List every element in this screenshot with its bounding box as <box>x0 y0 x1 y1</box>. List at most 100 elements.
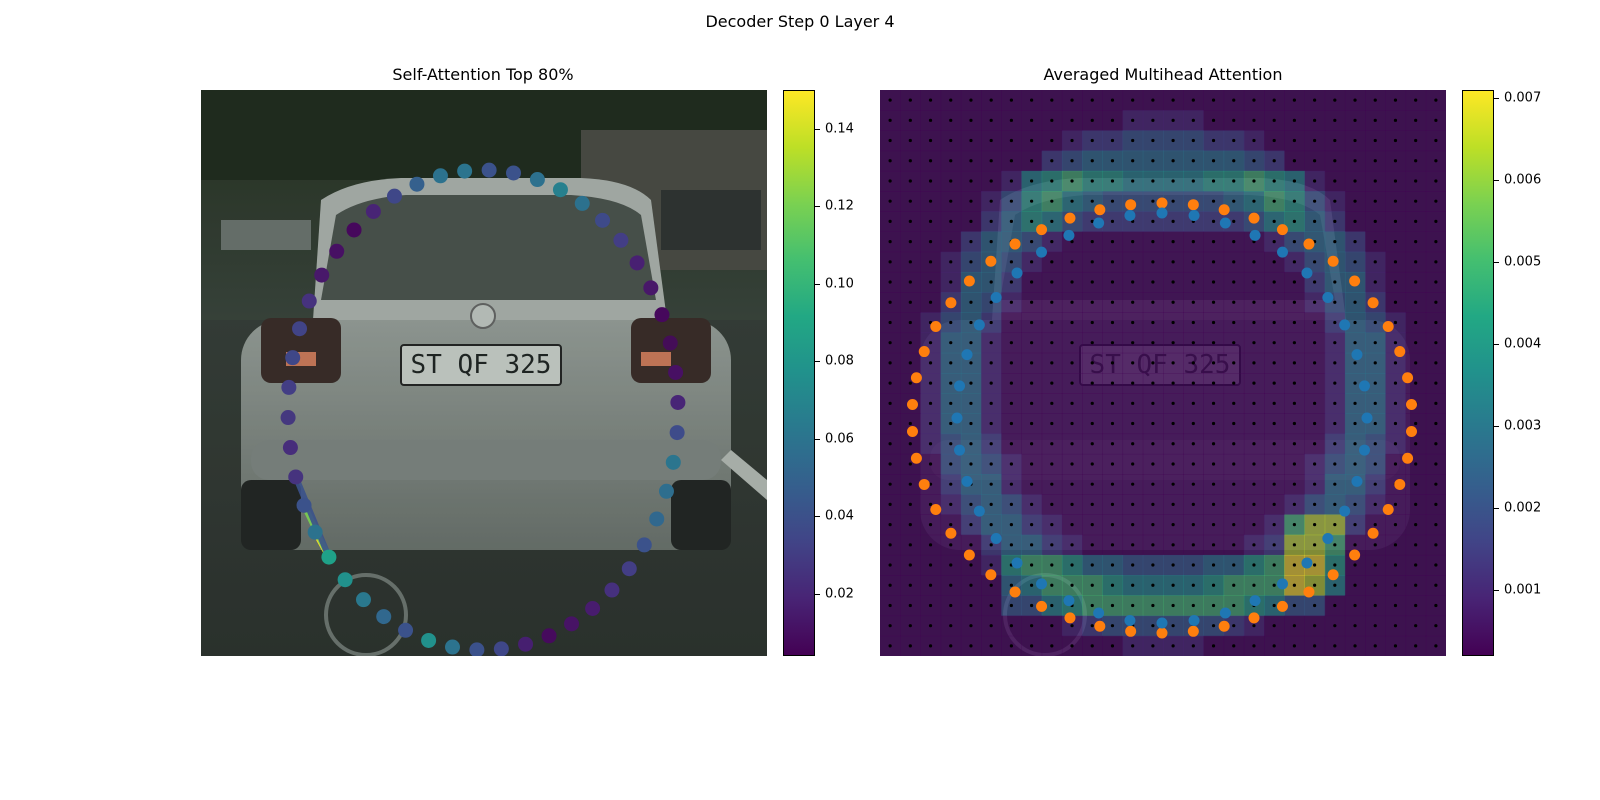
query-point <box>1351 475 1363 487</box>
reference-point <box>985 569 997 581</box>
right-colorbar-tick <box>1494 262 1499 264</box>
query-point <box>1361 412 1373 424</box>
right-colorbar-tick-label: 0.006 <box>1504 172 1542 188</box>
reference-point <box>1125 625 1137 637</box>
reference-point <box>1382 320 1394 332</box>
query-point <box>1219 217 1231 229</box>
svg-text:ST QF 325: ST QF 325 <box>411 350 552 380</box>
attention-point <box>654 307 670 323</box>
reference-point <box>1349 275 1361 287</box>
query-point <box>1124 614 1136 626</box>
left-colorbar-tick <box>815 128 820 130</box>
right-colorbar-tick <box>1494 180 1499 182</box>
right-colorbar-tick-label: 0.007 <box>1504 90 1542 106</box>
query-point <box>1219 607 1231 619</box>
reference-point <box>1394 478 1406 490</box>
reference-point <box>1402 452 1414 464</box>
left-colorbar-tick-label: 0.02 <box>825 586 854 602</box>
query-point <box>1036 578 1048 590</box>
reference-point <box>1327 255 1339 267</box>
query-point <box>1156 207 1168 219</box>
attention-point <box>541 628 557 644</box>
left-colorbar: 0.02 0.04 0.06 0.08 0.10 0.12 0.14 <box>783 90 854 656</box>
left-colorbar-tick <box>815 593 820 595</box>
attention-point <box>337 572 353 588</box>
attention-point <box>585 600 601 616</box>
attention-point <box>376 609 392 625</box>
right-colorbar-tick <box>1494 98 1499 100</box>
query-point <box>1301 267 1313 279</box>
reference-point <box>1394 346 1406 358</box>
attention-point <box>529 172 545 188</box>
reference-point <box>1125 199 1137 211</box>
left-colorbar-tick-label: 0.14 <box>825 121 854 137</box>
reference-point <box>1248 212 1260 224</box>
query-point <box>1301 557 1313 569</box>
reference-point <box>1064 212 1076 224</box>
attention-point <box>636 537 652 553</box>
reference-point <box>1094 620 1106 632</box>
attention-point <box>314 267 330 283</box>
attention-point <box>280 410 296 426</box>
reference-point <box>1218 204 1230 216</box>
reference-point <box>1064 612 1076 624</box>
attention-point <box>285 350 301 366</box>
attention-point <box>595 212 611 228</box>
reference-point <box>963 549 975 561</box>
reference-point <box>1406 399 1418 411</box>
query-point <box>1358 444 1370 456</box>
query-point <box>954 380 966 392</box>
reference-point <box>1009 586 1021 598</box>
attention-point <box>649 511 665 527</box>
reference-point <box>918 346 930 358</box>
attention-point <box>288 469 304 485</box>
query-point <box>1249 229 1261 241</box>
left-colorbar-tick <box>815 516 820 518</box>
attention-point <box>564 616 580 632</box>
reference-point <box>1382 504 1394 516</box>
reference-point <box>1187 199 1199 211</box>
reference-point <box>1156 627 1168 639</box>
figure-suptitle: Decoder Step 0 Layer 4 <box>705 12 895 31</box>
attention-point <box>518 636 534 652</box>
reference-point <box>1349 549 1361 561</box>
reference-point <box>1402 372 1414 384</box>
attention-point <box>386 188 402 204</box>
right-colorbar: 0.001 0.002 0.003 0.004 0.005 0.006 0.007 <box>1462 90 1541 656</box>
attention-point <box>613 232 629 248</box>
attention-point <box>281 379 297 395</box>
query-point <box>973 319 985 331</box>
right-colorbar-tick <box>1494 508 1499 510</box>
attention-point <box>481 162 497 178</box>
reference-point <box>930 504 942 516</box>
attention-point <box>552 182 568 198</box>
averaged-attention-plot: ST QF 325 <box>880 90 1446 656</box>
attention-point <box>307 524 323 540</box>
attention-line <box>292 473 332 561</box>
query-point <box>1249 595 1261 607</box>
query-point <box>1188 614 1200 626</box>
attention-point <box>658 483 674 499</box>
attention-point <box>301 293 317 309</box>
attention-point <box>604 582 620 598</box>
self-attention-plot: ST QF 325 <box>201 90 767 656</box>
attention-point <box>409 176 425 192</box>
reference-point <box>1009 238 1021 250</box>
attention-heatmap <box>880 90 1446 656</box>
attention-point <box>432 168 448 184</box>
query-point <box>1093 607 1105 619</box>
attention-point <box>296 497 312 513</box>
attention-point <box>282 440 298 456</box>
reference-point <box>910 372 922 384</box>
query-point <box>1339 505 1351 517</box>
reference-point <box>963 275 975 287</box>
attention-point <box>574 195 590 211</box>
attention-point <box>421 632 437 648</box>
left-colorbar-tick <box>815 438 820 440</box>
reference-point <box>985 255 997 267</box>
right-colorbar-tick-label: 0.002 <box>1504 500 1542 516</box>
reference-point <box>1218 620 1230 632</box>
right-colorbar-tick-label: 0.004 <box>1504 336 1542 352</box>
right-plot-title: Averaged Multihead Attention <box>1043 65 1283 84</box>
attention-point <box>292 321 308 337</box>
